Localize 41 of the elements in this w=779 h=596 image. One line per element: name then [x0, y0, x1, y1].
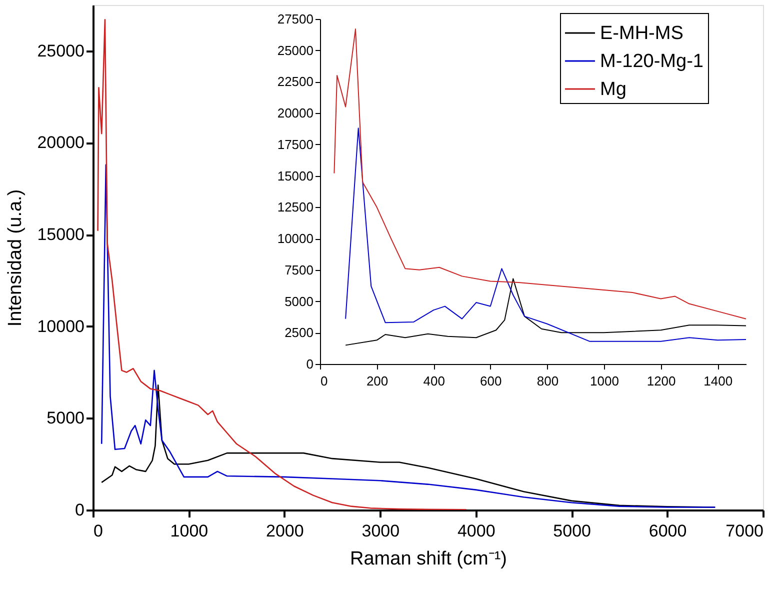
- y-tick-label: 12500: [277, 200, 314, 215]
- x-tick-label: 2000: [266, 522, 304, 540]
- y-tick-label: 25000: [277, 42, 314, 58]
- y-tick-label: 10000: [37, 316, 84, 336]
- y-tick-label: 15000: [277, 168, 314, 184]
- y-tick-label: 17500: [277, 136, 314, 152]
- y-tick-label: 5000: [46, 408, 84, 428]
- y-axis-title: Intensidad (u.a.): [5, 189, 26, 327]
- line-series: [345, 278, 746, 346]
- x-tick-label: 600: [480, 374, 502, 388]
- x-tick-label: 0: [94, 522, 103, 540]
- legend-label: M-120-Mg-1: [600, 51, 704, 72]
- line-series: [345, 128, 746, 342]
- legend-label: Mg: [600, 79, 626, 100]
- x-tick-label: 5000: [553, 522, 591, 540]
- x-tick-label: 0: [320, 374, 328, 388]
- x-tick-label: 1000: [170, 522, 208, 540]
- y-tick-label: 5000: [284, 294, 314, 309]
- x-tick-label: 1200: [646, 374, 676, 388]
- legend-label: E-MH-MS: [600, 23, 684, 44]
- x-tick-label: 7000: [726, 522, 764, 540]
- x-tick-label: 800: [536, 374, 559, 388]
- y-tick-label: 10000: [277, 231, 314, 246]
- x-tick-label: 1000: [590, 374, 619, 388]
- x-axis-title: Raman shift (cm⁻¹): [350, 548, 507, 570]
- y-tick-label: 2500: [284, 325, 314, 340]
- x-tick-label: 4000: [457, 522, 496, 540]
- y-tick-label: 15000: [37, 225, 84, 244]
- y-tick-label: 0: [75, 500, 84, 520]
- x-tick-label: 400: [423, 374, 445, 388]
- x-tick-label: 6000: [648, 522, 687, 540]
- y-tick-label: 22500: [277, 74, 314, 90]
- y-tick-label: 20000: [37, 133, 84, 152]
- x-tick-label: 200: [366, 374, 388, 388]
- y-tick-label: 7500: [284, 262, 314, 278]
- y-tick-label: 20000: [277, 106, 314, 121]
- y-tick-label: 25000: [37, 41, 84, 60]
- y-tick-label: 27500: [277, 12, 314, 26]
- y-tick-label: 0: [306, 356, 314, 372]
- x-tick-label: 3000: [362, 522, 400, 540]
- x-tick-label: 1400: [704, 374, 733, 388]
